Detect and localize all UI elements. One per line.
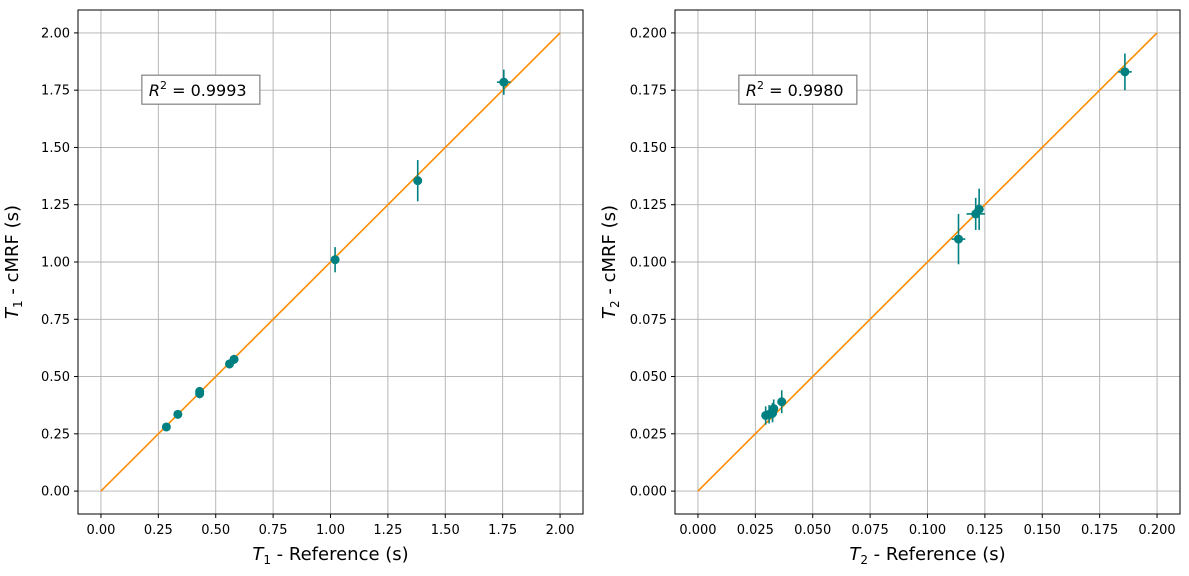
data-point-1 <box>161 422 171 432</box>
x-label-symbol: T <box>849 544 862 565</box>
r-squared-annotation: R2 = 0.9980 <box>746 79 844 100</box>
x-tick-label: 1.75 <box>488 523 517 538</box>
data-point-6 <box>229 354 239 364</box>
r-squared-value: = 0.9980 <box>764 81 844 100</box>
data-point-4 <box>195 386 205 396</box>
point-marker <box>413 176 423 186</box>
y-label-symbol: T <box>2 306 23 319</box>
point-marker <box>953 234 963 244</box>
point-marker <box>777 397 787 407</box>
x-tick-label: 0.000 <box>679 523 716 538</box>
y-tick-label: 0.100 <box>630 256 667 271</box>
x-tick-label: 0.025 <box>737 523 774 538</box>
y-tick-label: 0.025 <box>630 427 667 442</box>
x-tick-label: 1.50 <box>431 523 460 538</box>
y-tick-label: 0.050 <box>630 370 667 385</box>
y-tick-label: 0.000 <box>630 485 667 500</box>
y-label-subscript: 2 <box>608 300 622 308</box>
data-point-8 <box>413 160 423 202</box>
y-tick-label: 0.25 <box>41 427 70 442</box>
x-label-symbol: T <box>252 544 265 565</box>
r-squared-box <box>738 74 858 105</box>
x-tick-label: 1.00 <box>316 523 345 538</box>
y-label-text: - cMRF (s) <box>599 205 620 300</box>
y-axis-label: T2 - cMRF (s) <box>599 205 622 319</box>
y-tick-label: 1.25 <box>41 198 70 213</box>
point-marker <box>768 407 778 417</box>
data-point-9 <box>496 69 511 95</box>
r-squared-exponent: 2 <box>757 79 764 92</box>
r-squared-exponent: 2 <box>160 79 167 92</box>
data-point-7 <box>951 213 966 265</box>
point-marker <box>229 354 239 364</box>
x-tick-label: 0.100 <box>909 523 946 538</box>
r-squared-annotation: R2 = 0.9993 <box>149 79 247 100</box>
y-tick-label: 1.75 <box>41 84 70 99</box>
data-point-10 <box>1118 53 1132 91</box>
point-marker <box>1120 67 1130 77</box>
data-point-7 <box>330 247 340 273</box>
point-marker <box>173 409 183 419</box>
x-label-subscript: 2 <box>860 553 868 567</box>
y-label-text: - cMRF (s) <box>2 205 23 300</box>
y-tick-label: 0.75 <box>41 313 70 328</box>
y-label-subscript: 1 <box>11 300 25 308</box>
r-squared-box <box>141 74 261 105</box>
y-tick-label: 0.075 <box>630 313 667 328</box>
x-tick-label: 0.075 <box>852 523 889 538</box>
y-tick-label: 0.200 <box>630 26 667 41</box>
t2-scatter-panel: 0.000 0.025 0.050 0.075 0.100 0.125 0.150 0.175… <box>599 9 1181 567</box>
data-point-5 <box>767 402 778 422</box>
y-tick-label: 0.125 <box>630 198 667 213</box>
y-tick-label: 1.50 <box>41 141 70 156</box>
y-tick-label: 1.00 <box>41 256 70 271</box>
data-point-6 <box>777 390 787 414</box>
x-tick-label: 1.25 <box>373 523 402 538</box>
data-point-9 <box>974 188 984 230</box>
t1-scatter-panel: 0.00 0.25 0.50 0.75 1.00 1.25 1.50 1.75 2.00 0.00… <box>2 9 584 567</box>
point-marker <box>195 386 205 396</box>
y-tick-label: 0.50 <box>41 370 70 385</box>
x-label-text: - Reference (s) <box>868 544 1006 565</box>
y-tick-label: 0.175 <box>630 84 667 99</box>
point-marker <box>974 204 984 214</box>
x-tick-label: 0.125 <box>966 523 1003 538</box>
x-axis-label: T1 - Reference (s) <box>252 544 408 567</box>
r-squared-value: = 0.9993 <box>167 81 247 100</box>
x-tick-label: 0.50 <box>201 523 230 538</box>
x-tick-label: 0.75 <box>259 523 288 538</box>
x-tick-label: 0.175 <box>1081 523 1118 538</box>
y-tick-label: 0.00 <box>41 485 70 500</box>
x-tick-label: 2.00 <box>546 523 575 538</box>
x-tick-label: 0.00 <box>86 523 115 538</box>
point-marker <box>499 77 509 87</box>
x-label-text: - Reference (s) <box>271 544 409 565</box>
x-tick-label: 0.200 <box>1138 523 1175 538</box>
x-tick-label: 0.150 <box>1024 523 1061 538</box>
y-tick-label: 2.00 <box>41 26 70 41</box>
r-squared-symbol: R <box>149 81 160 100</box>
r-squared-symbol: R <box>746 81 757 100</box>
y-label-symbol: T <box>599 306 620 319</box>
y-axis-label: T1 - cMRF (s) <box>2 205 25 319</box>
x-tick-label: 0.25 <box>144 523 173 538</box>
point-marker <box>161 422 171 432</box>
x-tick-label: 0.050 <box>794 523 831 538</box>
point-marker <box>330 255 340 265</box>
data-point-2 <box>173 409 183 419</box>
y-tick-label: 0.150 <box>630 141 667 156</box>
x-axis-label: T2 - Reference (s) <box>849 544 1005 567</box>
x-label-subscript: 1 <box>263 553 271 567</box>
